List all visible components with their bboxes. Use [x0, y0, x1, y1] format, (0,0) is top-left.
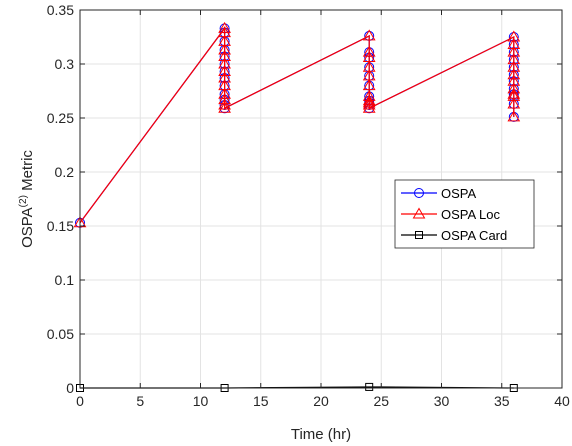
y-axis-title-superscript: (2): [18, 195, 29, 207]
data-point-ospa-loc: [362, 101, 376, 113]
data-point-ospa-loc: [507, 97, 521, 109]
data-point-ospa-loc: [218, 87, 231, 99]
data-point-ospa-loc: [218, 101, 231, 113]
y-tick-labels: 0 0.05 0.1 0.15 0.2 0.25 0.3 0.35: [47, 2, 74, 396]
axis-ticks: [79, 9, 563, 389]
y-tick-label: 0.15: [47, 218, 74, 234]
data-point-ospa-loc: [362, 94, 376, 106]
x-tick-label: 20: [313, 393, 329, 409]
data-point-ospa-loc: [218, 49, 231, 61]
data-point-ospa-loc: [218, 57, 231, 69]
legend-item-ospa: OSPA: [401, 186, 476, 201]
x-tick-label: 35: [494, 393, 510, 409]
x-tick-label: 0: [76, 393, 84, 409]
legend-label-ospa-loc: OSPA Loc: [441, 207, 501, 222]
data-point-ospa-loc: [362, 79, 376, 91]
data-point-ospa-loc: [507, 53, 521, 65]
legend-marker-ospa-loc: [412, 207, 426, 219]
x-tick-labels: 0 5 10 15 20 25 30 35 40: [76, 393, 570, 409]
legend-label-ospa-card: OSPA Card: [441, 228, 507, 243]
y-tick-label: 0.05: [47, 326, 74, 342]
data-point-ospa-loc: [218, 65, 231, 77]
legend-item-ospa-loc: OSPA Loc: [401, 207, 501, 222]
y-axis-title-suffix: Metric: [19, 150, 36, 196]
legend-marker-ospa: [414, 188, 424, 198]
data-point-ospa-loc: [507, 82, 521, 94]
data-point-ospa-loc: [507, 74, 521, 86]
data-point-ospa-loc: [507, 68, 521, 80]
x-axis-title: Time (hr): [291, 426, 351, 443]
y-tick-label: 0.2: [55, 164, 75, 180]
x-tick-label: 25: [373, 393, 389, 409]
x-tick-label: 15: [253, 393, 269, 409]
x-tick-label: 40: [554, 393, 570, 409]
x-tick-label: 5: [136, 393, 144, 409]
x-tick-label: 30: [434, 393, 450, 409]
series-ospa-loc: [73, 21, 521, 228]
data-point-ospa-loc: [218, 43, 231, 55]
y-tick-label: 0.1: [55, 272, 75, 288]
legend-label-ospa: OSPA: [441, 186, 476, 201]
data-point-ospa-loc: [507, 110, 521, 122]
y-axis-title: OSPA(2) Metric: [18, 150, 36, 248]
data-point-ospa-loc: [507, 60, 521, 72]
y-tick-label: 0: [66, 380, 74, 396]
y-tick-label: 0.35: [47, 2, 74, 18]
data-point-ospa-loc: [218, 71, 231, 83]
legend-marker-ospa-card: [415, 231, 423, 239]
data-point-ospa-loc: [362, 45, 376, 57]
data-point-ospa-loc: [362, 96, 376, 108]
x-tick-label: 10: [193, 393, 209, 409]
data-point-ospa-loc: [362, 98, 376, 110]
data-point-ospa-loc: [218, 21, 231, 33]
legend-items: OSPA OSPA Loc OSPA Card: [401, 186, 507, 243]
data-point-ospa-loc: [507, 38, 521, 50]
data-point-ospa-loc: [507, 89, 521, 101]
y-axis-title-base: OSPA: [19, 207, 36, 248]
data-point-ospa-loc: [218, 98, 231, 110]
data-point-ospa-card: [365, 382, 374, 391]
data-point-ospa-loc: [362, 29, 376, 41]
legend: OSPA OSPA Loc OSPA Card: [394, 179, 535, 249]
data-point-ospa-loc: [507, 45, 521, 57]
y-tick-label: 0.25: [47, 110, 74, 126]
legend-item-ospa-card: OSPA Card: [401, 228, 507, 243]
y-tick-label: 0.3: [55, 56, 75, 72]
data-point-ospa-loc: [507, 30, 521, 42]
